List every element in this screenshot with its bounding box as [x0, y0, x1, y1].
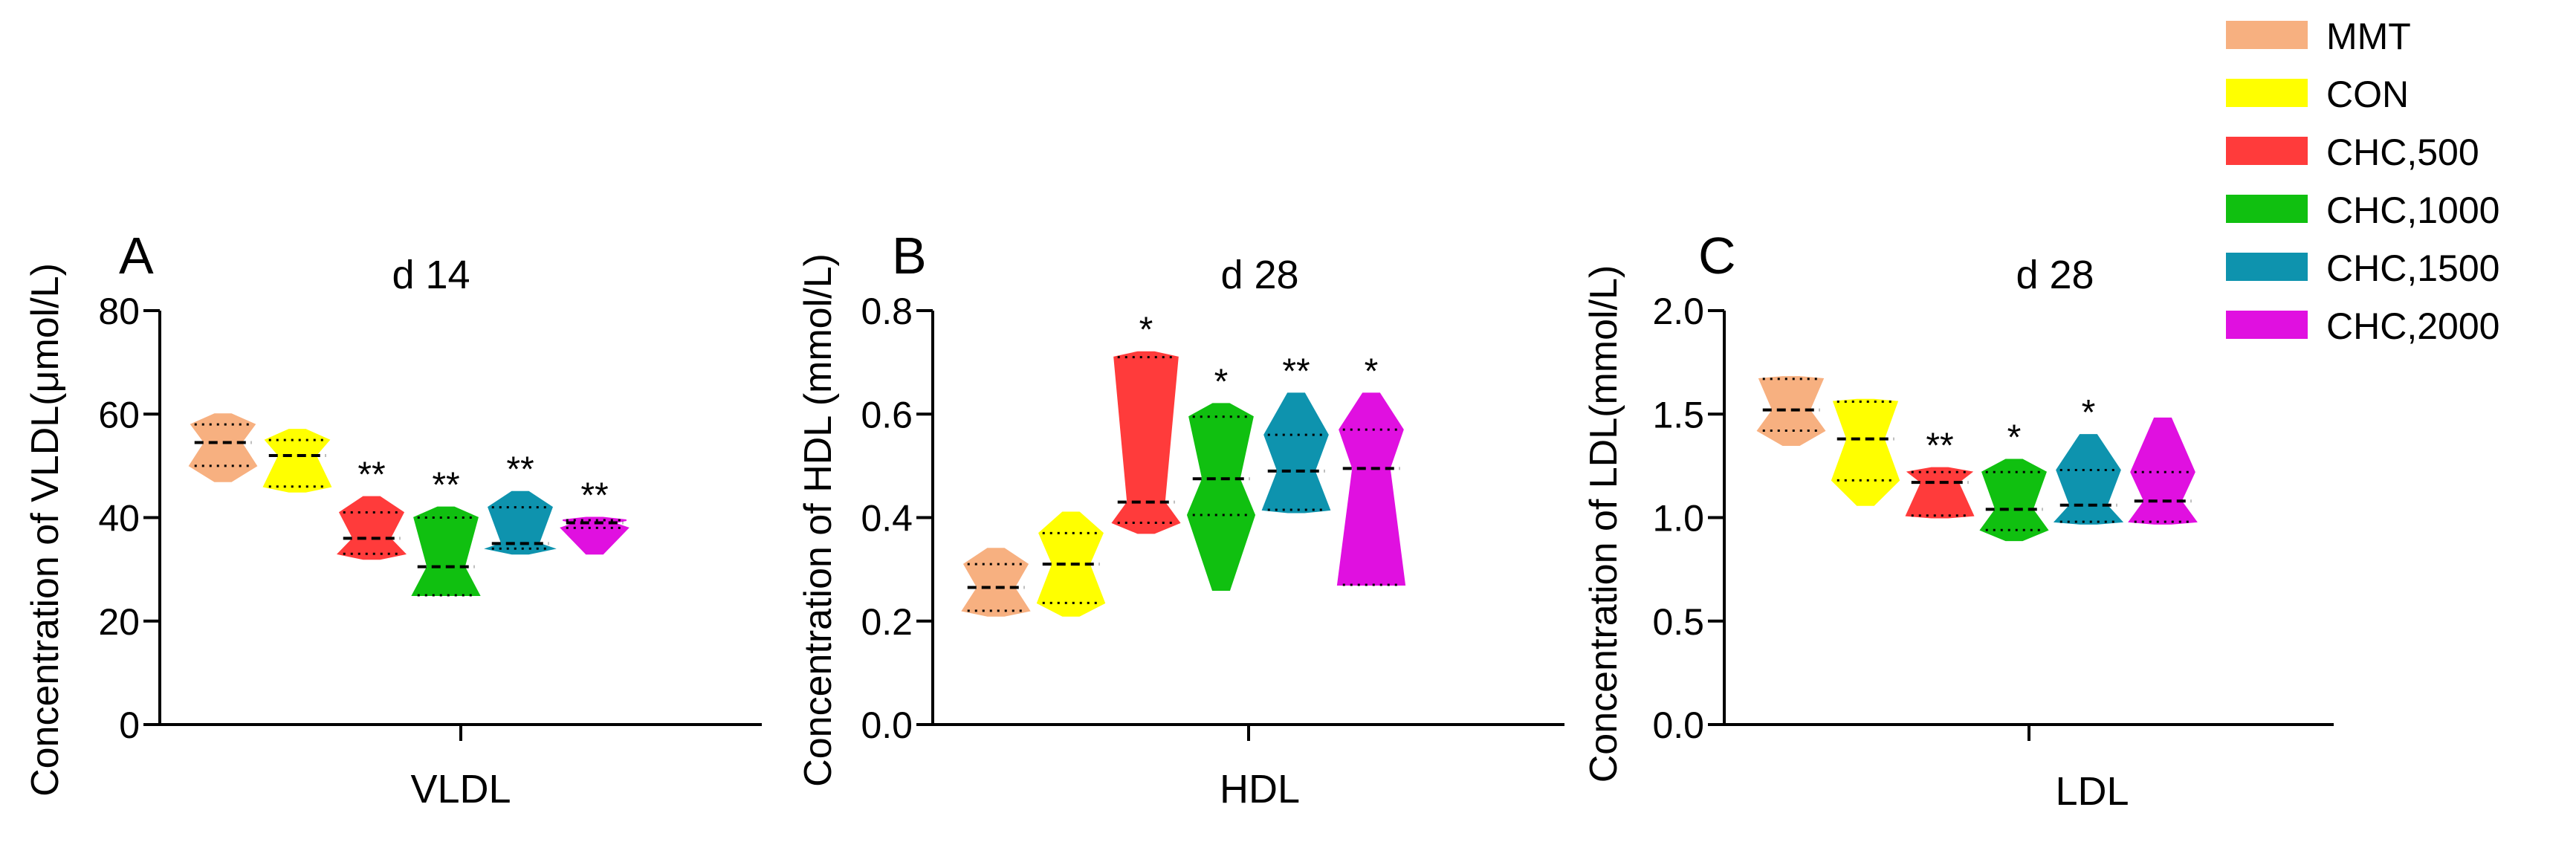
violin-body [1261, 392, 1331, 514]
violin-chc500: ** [337, 456, 407, 560]
legend-swatch-mmt [2226, 21, 2308, 49]
x-axis-label: HDL [1220, 767, 1300, 811]
violin-chc1000: ** [411, 466, 481, 597]
violin-chc1000: * [1186, 362, 1256, 591]
violin-con [1831, 398, 1900, 506]
violin-body [262, 429, 332, 493]
x-axis-label: LDL [2055, 769, 2129, 814]
panel-c: C d 28 Concentration of LDL(mmol/L) LDL … [1582, 227, 2334, 814]
y-tick-label: 0.2 [861, 601, 913, 643]
y-tick-label: 60 [98, 394, 140, 435]
y-tick-label: 1.5 [1652, 394, 1704, 435]
panel-b: B d 28 Concentration of HDL (mmol/L) HDL… [797, 227, 1564, 811]
legend-swatch-con [2226, 79, 2308, 107]
significance-marker: ** [1926, 427, 1953, 466]
y-tick-label: 1.0 [1652, 498, 1704, 540]
y-tick-label: 0.8 [861, 291, 913, 332]
violin-mmt [1756, 376, 1826, 447]
violin-mmt [961, 548, 1031, 617]
significance-marker: * [2082, 393, 2096, 432]
y-tick-label: 0.0 [1652, 704, 1704, 746]
violin-body [2053, 434, 2124, 525]
y-tick-label: 0.0 [861, 704, 913, 746]
violin-chc2000: * [1336, 351, 1406, 586]
violin-body [961, 548, 1031, 617]
significance-marker: ** [580, 476, 608, 516]
violin-con [262, 429, 332, 493]
legend-swatch-chc500 [2226, 137, 2308, 165]
legend-label-chc1500: CHC,1500 [2326, 247, 2499, 289]
legend-label-mmt: MMT [2326, 16, 2411, 57]
violin-body [411, 506, 481, 596]
legend-label-chc1000: CHC,1000 [2326, 189, 2499, 231]
y-axis-label: Concentration of VLDL(μmol/L) [24, 263, 67, 797]
significance-marker: * [2007, 418, 2022, 458]
panel-letter: A [119, 227, 154, 285]
violin-body [1979, 459, 2049, 542]
y-tick-label: 0.5 [1652, 601, 1704, 643]
significance-marker: * [1139, 311, 1153, 350]
violin-chc2000 [2128, 417, 2198, 525]
panel-title: d 14 [392, 253, 470, 297]
violin-chc500: * [1111, 311, 1181, 534]
panel-title: d 28 [2016, 253, 2094, 297]
y-tick-label: 0 [119, 704, 140, 746]
violin-chc1500: ** [484, 450, 557, 555]
y-axis-label: Concentration of HDL (mmol/L) [797, 253, 840, 787]
legend-swatch-chc2000 [2226, 311, 2308, 339]
violin-chc500: ** [1905, 427, 1975, 519]
legend: MMT CON CHC,500 CHC,1000 CHC,1500 CHC,20… [2226, 16, 2499, 347]
violin-body [1186, 403, 1256, 591]
legend-label-chc500: CHC,500 [2326, 132, 2479, 173]
significance-marker: * [1214, 362, 1229, 401]
panel-letter: C [1698, 227, 1736, 285]
significance-marker: ** [432, 466, 459, 505]
legend-swatch-chc1000 [2226, 195, 2308, 223]
violin-chc1500: * [2053, 393, 2124, 525]
y-tick-label: 0.6 [861, 394, 913, 435]
significance-marker: ** [506, 450, 534, 490]
y-tick-label: 40 [98, 498, 140, 540]
significance-marker: ** [1282, 351, 1310, 391]
significance-marker: * [1365, 351, 1379, 391]
x-axis-label: VLDL [410, 767, 511, 811]
panel-a: A d 14 Concentration of VLDL(μmol/L) VLD… [24, 227, 762, 811]
violin-chc1500: ** [1261, 351, 1331, 514]
significance-marker: ** [357, 456, 385, 495]
panel-title: d 28 [1220, 253, 1298, 297]
violin-body [1336, 392, 1406, 586]
violin-body [1111, 351, 1181, 534]
violin-body [188, 413, 258, 482]
panel-letter: B [892, 227, 927, 285]
violin-body [560, 516, 630, 555]
violin-chc1000: * [1979, 418, 2049, 542]
legend-label-con: CON [2326, 74, 2409, 115]
y-tick-label: 0.4 [861, 498, 913, 540]
legend-label-chc2000: CHC,2000 [2326, 305, 2499, 347]
y-tick-label: 2.0 [1652, 291, 1704, 332]
y-tick-label: 80 [98, 291, 140, 332]
violin-body [1905, 467, 1975, 519]
violin-body [337, 496, 407, 560]
violin-chc2000: ** [560, 476, 630, 555]
legend-swatch-chc1500 [2226, 253, 2308, 281]
violin-mmt [188, 413, 258, 482]
violin-body [1831, 398, 1900, 506]
y-tick-label: 20 [98, 601, 140, 643]
y-axis-label: Concentration of LDL(mmol/L) [1582, 265, 1625, 783]
violin-con [1036, 511, 1106, 617]
violin-body [2128, 417, 2198, 525]
